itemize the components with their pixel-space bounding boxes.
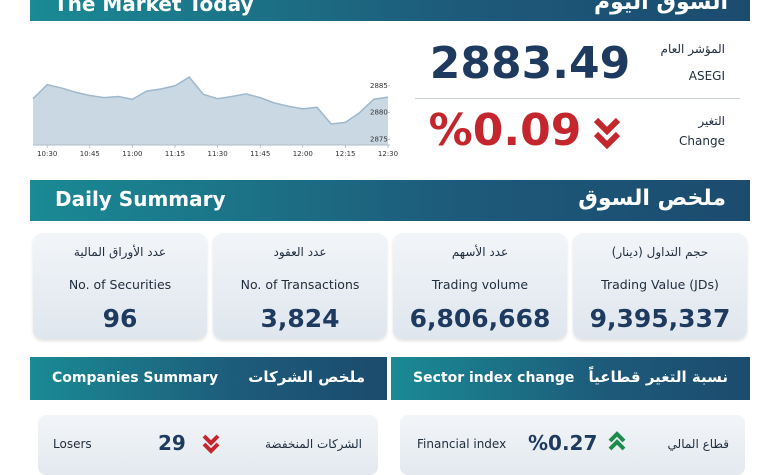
index-label-en: ASEGI [688, 69, 725, 83]
card-label-en: No. of Securities [68, 277, 172, 292]
losers-label-en: Losers [53, 437, 92, 451]
card-label-en: Trading volume [431, 277, 529, 292]
change-label-ar: التغير [698, 114, 725, 128]
sector-change-title-en: Sector index change [413, 370, 575, 386]
up-arrow-icon [608, 431, 626, 451]
x-tick-label: 12:30 [378, 150, 398, 158]
daily-summary-title-ar: ملخص السوق [578, 186, 726, 211]
x-tick-label: 11:00 [122, 150, 142, 158]
sector-change-title-ar: نسبة التغير قطاعياً [588, 368, 728, 386]
card-value: 96 [102, 304, 138, 333]
summary-card: عدد الأسهم Trading volume 6,806,668 [393, 233, 567, 339]
down-arrow-icon [202, 434, 220, 454]
card-label-ar: عدد العقود [273, 245, 327, 259]
header-title-ar: السوق اليوم [593, 0, 728, 15]
change-value: %0.09 [428, 105, 582, 156]
daily-summary-bar: Daily Summary ملخص السوق [30, 180, 750, 221]
change-label-en: Change [679, 134, 725, 148]
companies-summary-bar: Companies Summary ملخص الشركات [30, 357, 387, 400]
x-tick-label: 12:00 [293, 150, 313, 158]
losers-label-ar: الشركات المنخفضة [264, 437, 362, 451]
summary-card: عدد العقود No. of Transactions 3,824 [213, 233, 387, 339]
card-label-ar: عدد الأسهم [451, 245, 509, 259]
card-label-ar: عدد الأوراق المالية [73, 245, 167, 259]
companies-summary-title-ar: ملخص الشركات [248, 368, 365, 386]
card-label-en: No. of Transactions [240, 277, 360, 292]
x-tick-label: 12:15 [335, 150, 355, 158]
x-tick-label: 11:15 [165, 150, 185, 158]
y-tick-label: 2875 [370, 136, 388, 144]
divider [415, 98, 740, 99]
index-value: 2883.49 [429, 38, 631, 89]
x-tick-label: 11:30 [208, 150, 228, 158]
x-tick-label: 10:45 [80, 150, 100, 158]
losers-value: 29 [158, 431, 186, 455]
card-value: 3,824 [260, 304, 340, 333]
financial-label-ar: قطاع المالي [667, 437, 729, 451]
x-tick-label: 10:30 [37, 150, 57, 158]
card-label-en: Trading Value (JDs) [601, 277, 719, 292]
financial-row: Financial index %0.27 قطاع المالي [400, 415, 745, 475]
financial-value: %0.27 [528, 431, 598, 455]
down-arrow-icon [593, 117, 621, 150]
index-label-ar: المؤشر العام [660, 42, 725, 56]
card-value: 6,806,668 [409, 304, 551, 333]
line-area [33, 77, 388, 145]
line [32, 76, 389, 125]
losers-row: Losers 29 الشركات المنخفضة [38, 415, 378, 475]
index-chart: 2875 2880 2885 10:30 10:45 11:00 11:15 11:30 11:… [32, 76, 398, 158]
card-label-ar: حجم التداول (دينار) [611, 245, 709, 259]
financial-label-en: Financial index [417, 437, 507, 451]
y-tick-label: 2880 [370, 109, 388, 117]
header-bar: The Market Today السوق اليوم [30, 0, 750, 21]
companies-summary-title-en: Companies Summary [52, 370, 219, 386]
card-value: 9,395,337 [589, 304, 731, 333]
daily-summary-title-en: Daily Summary [55, 187, 226, 211]
summary-card: حجم التداول (دينار) Trading Value (JDs) 9,… [573, 233, 747, 339]
x-tick-label: 11:45 [250, 150, 270, 158]
summary-card: عدد الأوراق المالية No. of Securities 96 [33, 233, 207, 339]
header-title-en: The Market Today [54, 0, 254, 16]
sector-change-bar: Sector index change نسبة التغير قطاعياً [391, 357, 750, 400]
y-tick-label: 2885 [370, 82, 388, 90]
